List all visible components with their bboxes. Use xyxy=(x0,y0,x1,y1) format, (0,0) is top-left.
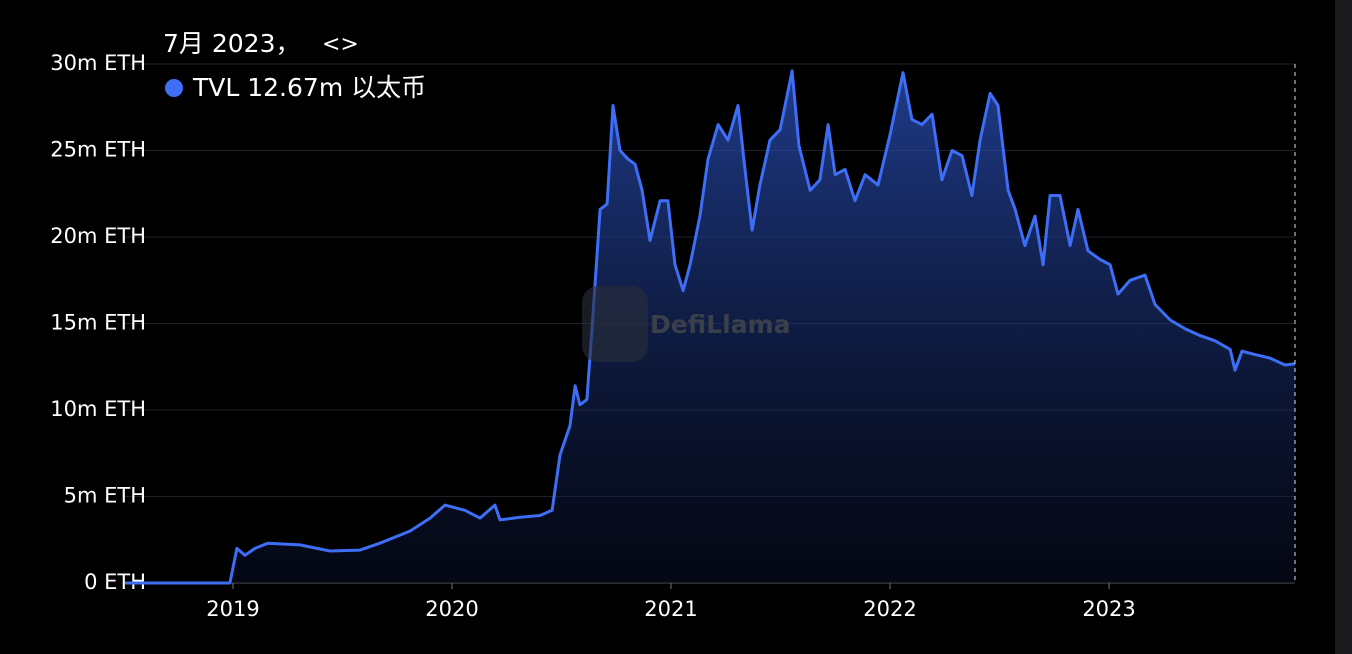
area xyxy=(125,70,1295,583)
line xyxy=(125,69,1296,585)
x-tick-label: 2022 xyxy=(863,597,916,621)
y-tick-label: 5m ETH xyxy=(64,484,146,508)
x-tick-label: 2020 xyxy=(425,597,478,621)
y-tick-label: 15m ETH xyxy=(50,311,146,335)
y-tick-label: 30m ETH xyxy=(50,51,146,75)
tooltip-value: TVL 12.67m 以太币 xyxy=(192,73,426,102)
y-tick-label: 10m ETH xyxy=(50,397,146,421)
watermark-logo xyxy=(582,286,648,362)
x-tick-label: 2019 xyxy=(206,597,259,621)
x-tick-label: 2023 xyxy=(1082,597,1135,621)
x-tick-label: 2021 xyxy=(644,597,697,621)
y-tick-label: 25m ETH xyxy=(50,138,146,162)
y-tick-label: 20m ETH xyxy=(50,224,146,248)
tooltip-dot xyxy=(165,79,183,97)
side-strip xyxy=(1335,0,1352,654)
watermark: DefiLlama xyxy=(650,310,791,339)
tooltip-date: 7月 2023， xyxy=(163,29,300,58)
tooltip-nav[interactable]: <> xyxy=(322,32,359,57)
